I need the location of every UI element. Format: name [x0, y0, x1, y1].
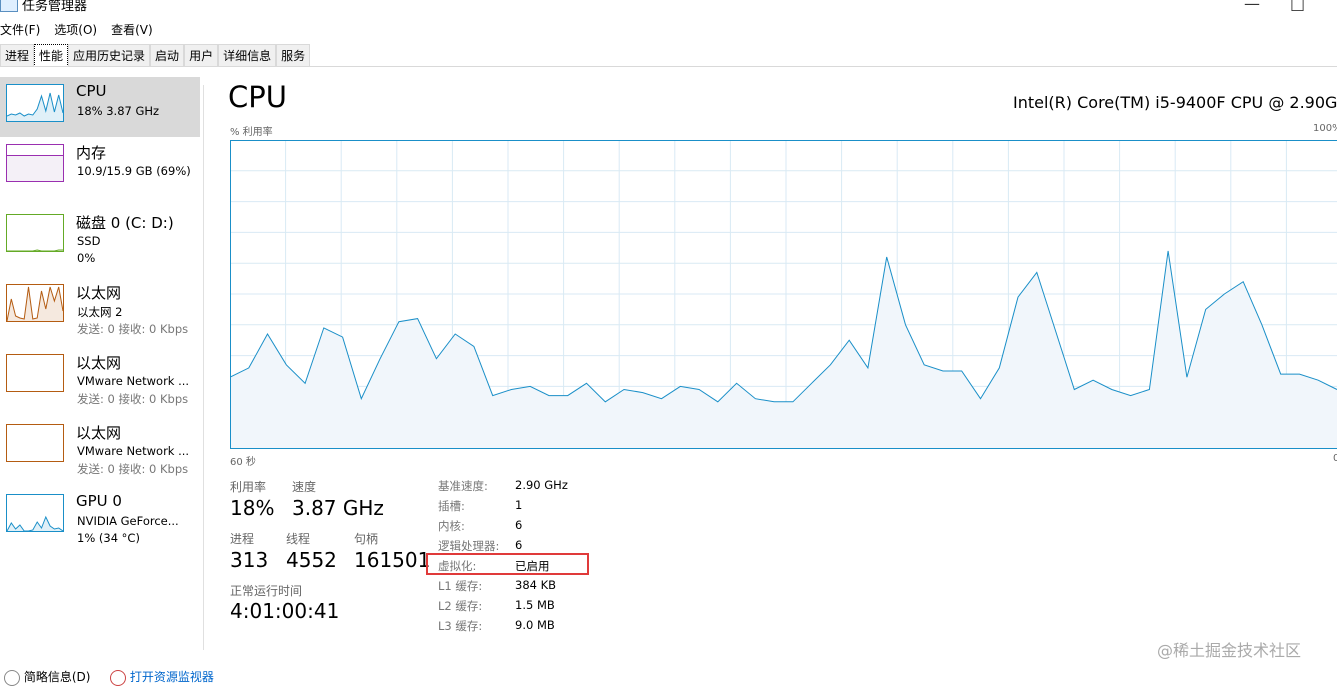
- detail-key: L1 缓存:: [438, 578, 482, 594]
- menu-options[interactable]: 选项(O): [54, 21, 97, 38]
- thumbnail-graph: [6, 214, 64, 252]
- y-axis-label: % 利用率: [230, 123, 273, 138]
- cpu-model: Intel(R) Core(TM) i5-9400F CPU @ 2.90GHz: [1013, 93, 1337, 112]
- menu-bar: 文件(F) 选项(O) 查看(V): [0, 21, 153, 38]
- sidebar-item-name: CPU: [76, 82, 107, 100]
- highlight-box: [426, 553, 589, 575]
- sidebar-item-detail: SSD: [77, 234, 100, 248]
- tab-divider: [0, 66, 1337, 67]
- sparkline: [7, 215, 63, 251]
- tab-services[interactable]: 服务: [276, 44, 310, 67]
- page-title: CPU: [228, 80, 287, 114]
- maximize-button[interactable]: □: [1290, 0, 1305, 13]
- speed-label: 速度: [292, 478, 316, 495]
- detail-key: 基准速度:: [438, 478, 488, 494]
- cpu-usage-chart: [230, 140, 1337, 449]
- uptime-value: 4:01:00:41: [230, 599, 339, 623]
- util-value: 18%: [230, 496, 274, 520]
- detail-value: 1: [515, 498, 522, 512]
- watermark: @稀土掘金技术社区: [1157, 637, 1301, 661]
- thumbnail-graph: [6, 424, 64, 462]
- util-label: 利用率: [230, 478, 266, 495]
- window-title: 任务管理器: [22, 0, 87, 14]
- minimize-button[interactable]: —: [1244, 0, 1260, 13]
- sidebar-item-6[interactable]: GPU 0 NVIDIA GeForce... 1% (34 °C): [0, 487, 200, 557]
- sidebar-item-name: 以太网: [76, 282, 121, 303]
- sidebar-item-detail: VMware Network ...: [77, 374, 189, 388]
- detail-key: 插槽:: [438, 498, 465, 514]
- detail-value: 2.90 GHz: [515, 478, 568, 492]
- open-resource-monitor-link[interactable]: 打开资源监视器: [110, 668, 214, 686]
- sidebar-item-status: 0%: [77, 251, 95, 265]
- sidebar-item-name: 以太网: [76, 422, 121, 443]
- sparkline: [7, 85, 63, 121]
- usage-area: [230, 251, 1337, 448]
- thumbnail-graph: [6, 84, 64, 122]
- sidebar-item-name: 以太网: [76, 352, 121, 373]
- sidebar-item-name: 内存: [76, 142, 106, 163]
- less-details-label: 简略信息(D): [24, 670, 91, 684]
- tab-performance[interactable]: 性能: [34, 44, 68, 67]
- y-max-label: 100%: [1313, 123, 1337, 134]
- detail-key: L2 缓存:: [438, 598, 482, 614]
- proc-value: 313: [230, 548, 268, 572]
- thumbnail-graph: [6, 494, 64, 532]
- sidebar-item-status: 1% (34 °C): [77, 531, 140, 545]
- uptime-label: 正常运行时间: [230, 582, 302, 599]
- detail-value: 384 KB: [515, 578, 556, 592]
- sidebar-item-detail: VMware Network ...: [77, 444, 189, 458]
- detail-value: 9.0 MB: [515, 618, 555, 632]
- sidebar-item-status: 发送: 0 接收: 0 Kbps: [77, 461, 188, 477]
- thread-value: 4552: [286, 548, 337, 572]
- sparkline: [7, 495, 63, 531]
- x-left-label: 60 秒: [230, 453, 256, 468]
- tab-details[interactable]: 详细信息: [218, 44, 276, 67]
- tab-users[interactable]: 用户: [184, 44, 218, 67]
- thumbnail-graph: [6, 284, 64, 322]
- sidebar-item-status: 发送: 0 接收: 0 Kbps: [77, 321, 188, 337]
- sidebar-item-0[interactable]: CPU 18% 3.87 GHz: [0, 77, 200, 137]
- detail-key: L3 缓存:: [438, 618, 482, 634]
- detail-value: 6: [515, 518, 522, 532]
- speed-value: 3.87 GHz: [292, 496, 384, 520]
- tab-bar: 进程 性能 应用历史记录 启动 用户 详细信息 服务: [0, 44, 310, 67]
- detail-key: 逻辑处理器:: [438, 538, 499, 554]
- menu-file[interactable]: 文件(F): [0, 21, 40, 38]
- sidebar-item-name: GPU 0: [76, 492, 122, 510]
- less-details-button[interactable]: 简略信息(D): [4, 668, 90, 686]
- detail-value: 6: [515, 538, 522, 552]
- sidebar-item-detail: 10.9/15.9 GB (69%): [77, 164, 191, 178]
- sidebar-item-detail: NVIDIA GeForce...: [77, 514, 179, 528]
- thumbnail-graph: [6, 144, 64, 182]
- sidebar-item-2[interactable]: 磁盘 0 (C: D:)SSD 0%: [0, 207, 200, 277]
- tab-processes[interactable]: 进程: [0, 44, 34, 67]
- detail-value: 1.5 MB: [515, 598, 555, 612]
- sidebar-item-status: 发送: 0 接收: 0 Kbps: [77, 391, 188, 407]
- thread-label: 线程: [286, 530, 310, 547]
- menu-view[interactable]: 查看(V): [111, 21, 153, 38]
- sidebar-item-detail: 以太网 2: [77, 304, 122, 320]
- resource-monitor-label: 打开资源监视器: [130, 670, 214, 684]
- x-right-label: 0: [1333, 453, 1337, 464]
- tab-startup[interactable]: 启动: [150, 44, 184, 67]
- sidebar-item-name: 磁盘 0 (C: D:): [76, 212, 174, 233]
- sparkline: [7, 285, 63, 321]
- tab-app-history[interactable]: 应用历史记录: [68, 44, 150, 67]
- handle-value: 161501: [354, 548, 430, 572]
- app-icon: [0, 0, 18, 12]
- handle-label: 句柄: [354, 530, 378, 547]
- sidebar-divider: [203, 85, 204, 650]
- detail-key: 内核:: [438, 518, 465, 534]
- sidebar-item-detail: 18% 3.87 GHz: [77, 104, 159, 118]
- proc-label: 进程: [230, 530, 254, 547]
- thumbnail-graph: [6, 354, 64, 392]
